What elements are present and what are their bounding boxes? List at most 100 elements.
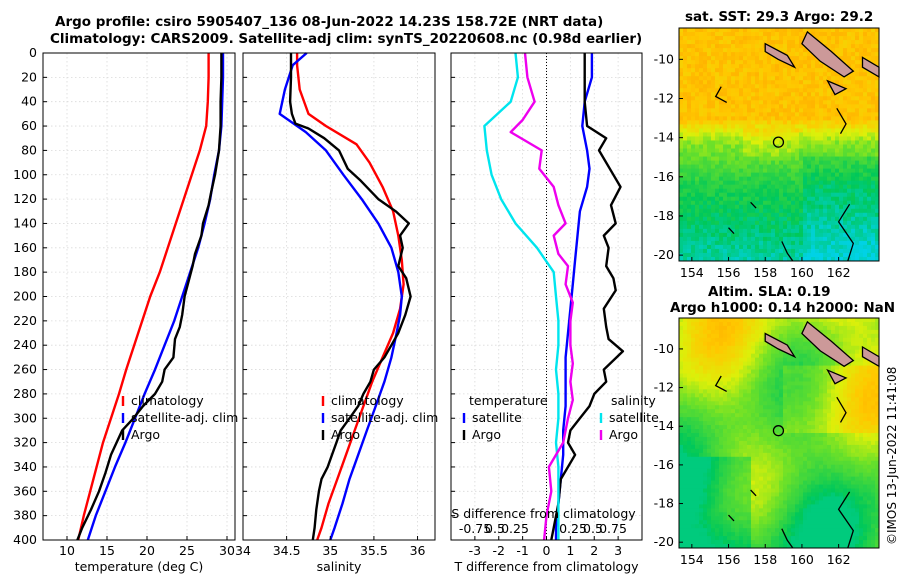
x-axis-label: salinity bbox=[317, 559, 362, 574]
y-tick-label: 100 bbox=[13, 167, 37, 182]
y-tick-label: 200 bbox=[13, 289, 37, 304]
s-axis-tick-label: 0.5 bbox=[583, 521, 603, 536]
sst-map-y-tick-label: -18 bbox=[654, 208, 674, 223]
sla-map-frame bbox=[678, 317, 880, 549]
x-tick-label: 20 bbox=[139, 543, 155, 558]
s-axis-tick-label: -0.75 bbox=[459, 521, 491, 536]
x-tick-label: -1 bbox=[516, 543, 528, 558]
temperature-legend-label: climatology bbox=[131, 393, 204, 408]
sst-map-reef bbox=[836, 107, 847, 135]
s-axis-tick-label: 0.5 bbox=[485, 521, 505, 536]
y-tick-label: 220 bbox=[13, 313, 37, 328]
sst-map-x-tick-label: 154 bbox=[680, 265, 704, 280]
sla-map-x-tick-label: 154 bbox=[680, 552, 704, 567]
x-axis-label: T difference from climatology bbox=[453, 559, 639, 574]
sla-map-field bbox=[679, 318, 880, 549]
temperature-diff-legend-label: Argo bbox=[472, 427, 501, 442]
y-tick-label: 20 bbox=[21, 69, 37, 84]
sla-map-y-tick-label: -18 bbox=[654, 496, 674, 511]
sst-map-argo-marker bbox=[772, 136, 785, 148]
y-tick-label: 180 bbox=[13, 264, 37, 279]
y-tick-label: 120 bbox=[13, 191, 37, 206]
y-tick-label: 280 bbox=[13, 386, 37, 401]
s-axis-tick-label: 0.25 bbox=[559, 521, 587, 536]
y-tick-label: 0 bbox=[29, 45, 37, 60]
sst-map-field bbox=[679, 28, 880, 262]
sst-map-y-tick-label: -10 bbox=[654, 51, 674, 66]
x-tick-label: 0 bbox=[543, 543, 551, 558]
x-tick-label: 35.5 bbox=[360, 543, 388, 558]
series-t-argo bbox=[550, 53, 625, 541]
series-argo bbox=[76, 53, 223, 541]
y-tick-label: 60 bbox=[21, 118, 37, 133]
title-line-2: Climatology: CARS2009. Satellite-adj cli… bbox=[50, 31, 643, 47]
sla-map-y-tick-label: -12 bbox=[654, 380, 674, 395]
sla-map-y-tick-label: -10 bbox=[654, 341, 674, 356]
series-satellite-adj-clim bbox=[278, 52, 403, 541]
s-axis-tick-label: 0.25 bbox=[501, 521, 529, 536]
sla-map-argo-marker bbox=[772, 425, 785, 437]
x-tick-label: -2 bbox=[493, 543, 505, 558]
sla-map-x-tick-label: 162 bbox=[827, 552, 851, 567]
sst-map-y-tick-label: -12 bbox=[654, 90, 674, 105]
sla-map-x-tick-label: 158 bbox=[753, 552, 777, 567]
sst-map-island bbox=[764, 42, 797, 69]
series-climatology bbox=[295, 53, 405, 541]
sst-map-island bbox=[826, 79, 848, 96]
sla-map-reef bbox=[714, 375, 728, 392]
y-tick-label: 80 bbox=[21, 142, 37, 157]
x-tick-label: 34.5 bbox=[273, 543, 301, 558]
y-tick-label: 160 bbox=[13, 240, 37, 255]
sst-map-reef bbox=[750, 201, 757, 209]
sst-map-x-tick-label: 160 bbox=[790, 265, 814, 280]
x-tick-label: 36 bbox=[410, 543, 426, 558]
x-tick-label: 34 bbox=[235, 543, 251, 558]
sla-map-reef bbox=[750, 489, 757, 497]
series-s-argo bbox=[509, 52, 574, 541]
salinity-legend-label: satellite-adj. clim bbox=[331, 410, 438, 425]
series-s-satellite bbox=[483, 52, 560, 540]
sla-map-reef bbox=[836, 396, 847, 423]
sst-map-reef bbox=[728, 227, 735, 235]
x-tick-label: 1 bbox=[566, 543, 574, 558]
salinity-legend-title: salinity bbox=[611, 393, 656, 408]
sla-map-y-tick-label: -20 bbox=[654, 534, 674, 549]
sst-map-x-tick-label: 162 bbox=[827, 265, 851, 280]
y-tick-label: 240 bbox=[13, 337, 37, 352]
sla-map-island bbox=[764, 332, 797, 359]
y-tick-label: 340 bbox=[13, 459, 37, 474]
sla-map-y-tick-label: -16 bbox=[654, 457, 674, 472]
salinity-diff-legend-label: Argo bbox=[609, 427, 638, 442]
y-tick-label: 260 bbox=[13, 362, 37, 377]
sla-map-island bbox=[826, 368, 848, 385]
y-tick-label: 140 bbox=[13, 215, 37, 230]
series-climatology bbox=[77, 53, 210, 541]
sst-map-frame bbox=[678, 27, 880, 262]
x-tick-label: 25 bbox=[179, 543, 195, 558]
sla-map-title-2: Argo h1000: 0.14 h2000: NaN bbox=[670, 300, 896, 316]
salinity-diff-legend-label: satellite bbox=[609, 410, 659, 425]
sla-map-reef bbox=[837, 491, 855, 549]
sst-map-island bbox=[801, 30, 855, 78]
temperature-diff-legend-label: satellite bbox=[472, 410, 522, 425]
x-tick-label: 10 bbox=[59, 543, 75, 558]
y-tick-label: 40 bbox=[21, 94, 37, 109]
x-axis-label: temperature (deg C) bbox=[75, 559, 204, 574]
salinity-legend-label: climatology bbox=[331, 393, 404, 408]
temperature-legend-label: Argo bbox=[131, 427, 160, 442]
sst-map-reef bbox=[714, 86, 728, 103]
x-tick-label: -3 bbox=[469, 543, 481, 558]
y-tick-label: 300 bbox=[13, 410, 37, 425]
sla-map-island bbox=[801, 320, 855, 368]
salinity-legend-label: Argo bbox=[331, 427, 360, 442]
temperature-legend-title: temperature bbox=[469, 393, 548, 408]
sst-map-reef bbox=[781, 241, 794, 262]
sst-map-x-tick-label: 156 bbox=[717, 265, 741, 280]
title-line-1: Argo profile: csiro 5905407_136 08-Jun-2… bbox=[55, 14, 604, 30]
s-axis-tick-label: 0.75 bbox=[599, 521, 627, 536]
sst-map-y-tick-label: -16 bbox=[654, 169, 674, 184]
sla-map-x-tick-label: 156 bbox=[717, 552, 741, 567]
series-argo bbox=[288, 53, 412, 541]
x-tick-label: 15 bbox=[99, 543, 115, 558]
sla-map-y-tick-label: -14 bbox=[654, 418, 674, 433]
